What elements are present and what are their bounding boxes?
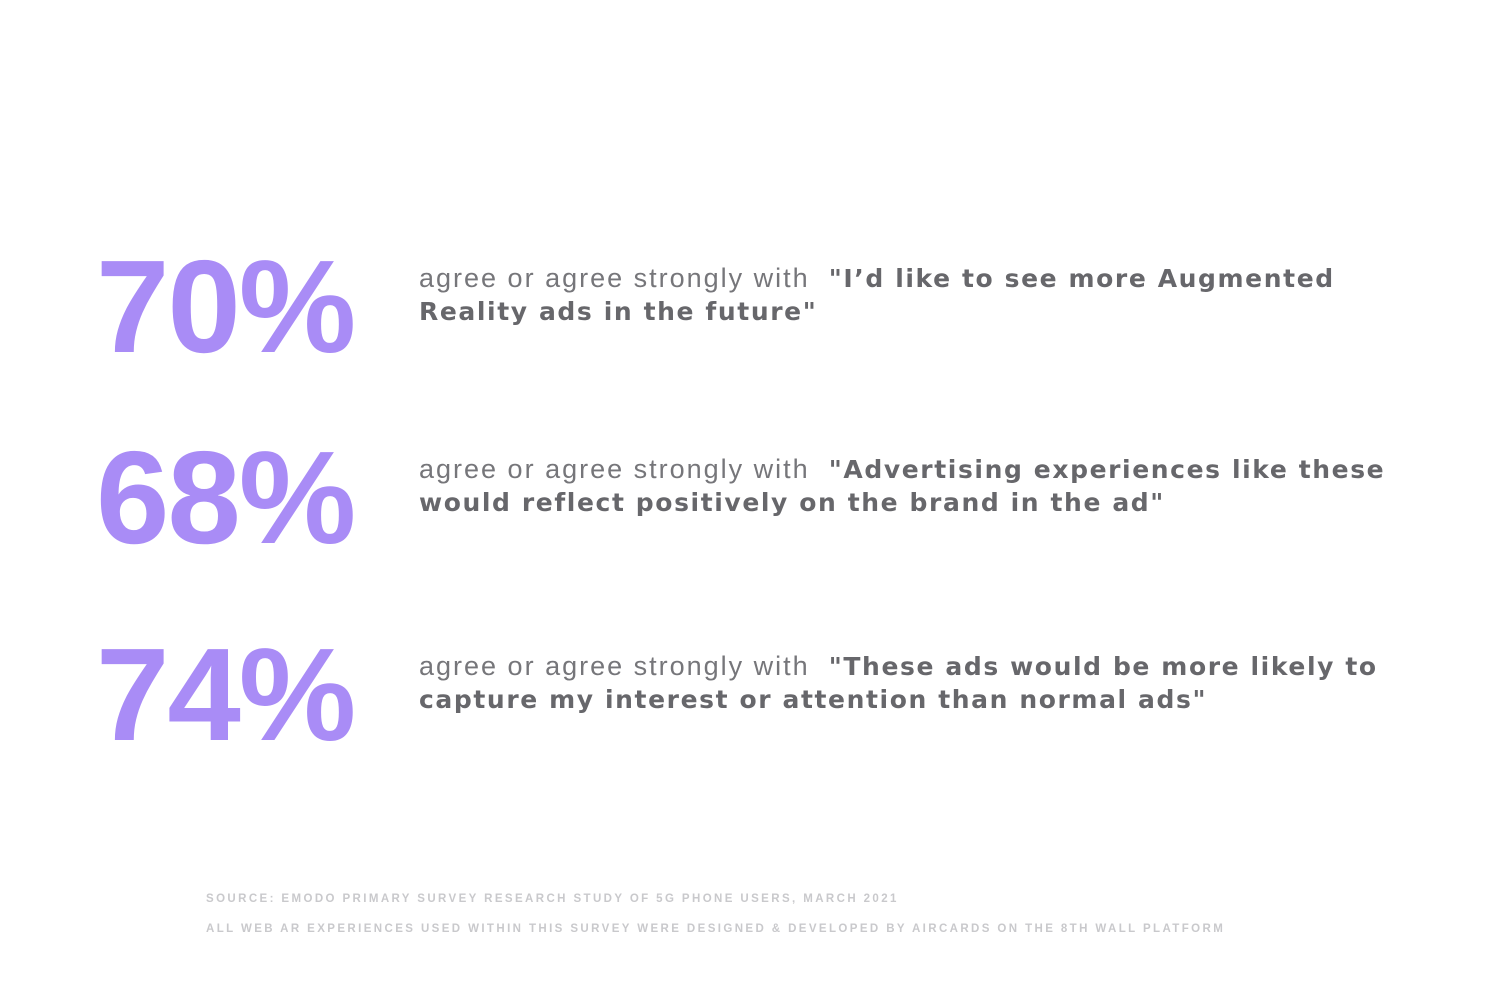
stat-value: 68% xyxy=(96,424,356,571)
stat-row: 74% agree or agree strongly with "These a… xyxy=(96,621,1419,768)
platform-note: ALL WEB AR EXPERIENCES USED WITHIN THIS … xyxy=(206,923,1226,935)
stat-text: agree or agree strongly with "These ads … xyxy=(419,650,1419,716)
stat-text: agree or agree strongly with "Advertisin… xyxy=(419,453,1419,519)
stat-lead: agree or agree strongly with xyxy=(419,454,810,484)
stat-value: 74% xyxy=(96,621,356,768)
stat-text: agree or agree strongly with "I’d like t… xyxy=(419,262,1419,328)
stat-row: 70% agree or agree strongly with "I’d lik… xyxy=(96,233,1419,380)
stat-value: 70% xyxy=(96,233,356,380)
stat-quote: "Advertising experiences like these woul… xyxy=(419,455,1386,517)
source-note: SOURCE: EMODO PRIMARY SURVEY RESEARCH ST… xyxy=(206,893,899,905)
stat-quote: "These ads would be more likely to captu… xyxy=(419,652,1378,714)
stat-lead: agree or agree strongly with xyxy=(419,651,810,681)
stat-quote: "I’d like to see more Augmented Reality … xyxy=(419,264,1335,326)
stat-lead: agree or agree strongly with xyxy=(419,263,810,293)
stat-row: 68% agree or agree strongly with "Adverti… xyxy=(96,424,1419,571)
